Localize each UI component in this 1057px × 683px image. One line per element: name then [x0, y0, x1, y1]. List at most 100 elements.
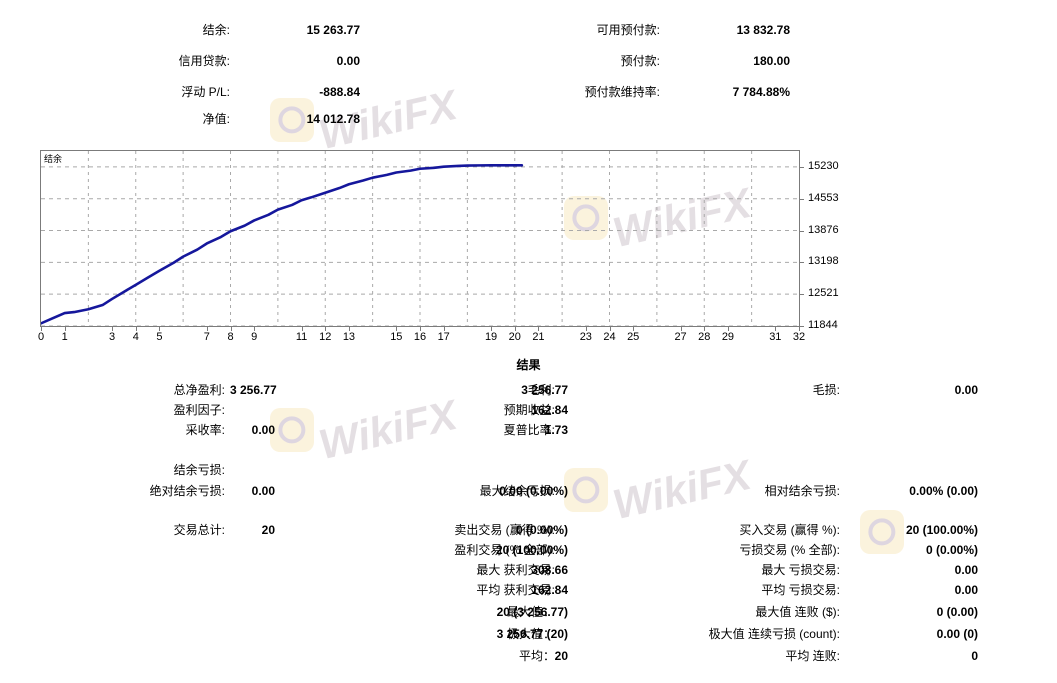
results-row-maximal-consecutive: 极大值： 3 256.77 (20) 极大值 连续亏损 (count): 0.00 (…	[0, 625, 1057, 643]
chart-x-tick-mark	[514, 327, 516, 331]
chart-y-tick: 13198	[808, 255, 839, 268]
results-label-recovery-factor-mid: 夏普比率:	[503, 423, 555, 437]
summary-value-free-margin: 13 832.78	[736, 23, 790, 37]
results-value-absolute-drawdown-right: 0.00% (0.00)	[909, 484, 978, 498]
summary-label-margin-level: 预付款维持率:	[584, 85, 660, 99]
results-value-average-consecutive-right: 0	[971, 649, 978, 663]
chart-x-tick-mark	[443, 327, 445, 331]
chart-y-tick: 15230	[808, 159, 839, 172]
results-label-largest-trade-mid: 最大 获利交易:	[476, 563, 555, 577]
results-label-total-net-profit-mid: 毛利:	[527, 383, 555, 397]
chart-x-tick-mark	[704, 327, 706, 331]
results-label-average-consecutive-mid: 平均：	[518, 649, 555, 663]
results-row-maximum-consecutive: 最大值： 20 (3 256.77) 最大值 连败 ($): 0 (0.00)	[0, 603, 1057, 621]
chart-y-tick-mark	[800, 230, 804, 232]
results-label-recovery-factor-left: 采收率:	[185, 423, 225, 437]
chart-x-tick-mark	[727, 327, 729, 331]
chart-x-tick-mark	[159, 327, 161, 331]
chart-x-tick: 28	[698, 331, 711, 343]
results-label-profit-trades-mid: 盈利交易 (% 全部):	[454, 543, 555, 557]
results-label-average-trade-mid: 平均 获利交易:	[476, 583, 555, 597]
results-value-absolute-drawdown-left: 0.00	[251, 484, 275, 498]
chart-y-tick-mark	[800, 166, 804, 168]
chart-y-tick: 12521	[808, 287, 839, 300]
results-label-total-trades-left: 交易总计:	[173, 523, 225, 537]
chart-x-tick: 8	[227, 331, 234, 343]
chart-x-tick-mark	[799, 327, 800, 331]
results-value-largest-trade-mid: 308.66	[531, 563, 568, 577]
results-label-absolute-drawdown-left: 绝对结余亏损:	[149, 484, 225, 498]
results-value-maximum-consecutive-right: 0 (0.00)	[936, 605, 978, 619]
chart-x-tick: 4	[132, 331, 139, 343]
chart-x-tick: 27	[674, 331, 687, 343]
results-label-maximal-consecutive-right: 极大值 连续亏损 (count):	[708, 627, 840, 641]
results-value-average-trade-mid: 162.84	[531, 583, 568, 597]
summary-value-margin-level: 7 784.88%	[732, 85, 790, 99]
chart-x-tick: 17	[437, 331, 450, 343]
results-label-total-trades-right: 买入交易 (赢得 %):	[739, 523, 840, 537]
results-value-total-trades-mid: 0 (0.00%)	[515, 523, 568, 537]
results-value-recovery-factor-mid: 1.73	[544, 423, 568, 437]
chart-x-tick: 25	[627, 331, 640, 343]
chart-y-tick-mark	[800, 326, 804, 327]
results-label-total-trades-mid: 卖出交易 (赢得 %):	[454, 523, 555, 537]
chart-y-tick: 14553	[808, 191, 839, 204]
results-value-total-net-profit-left: 3 256.77	[230, 383, 277, 397]
summary-value-margin: 180.00	[753, 54, 790, 68]
results-value-maximum-consecutive-mid: 20 (3 256.77)	[496, 605, 568, 619]
results-row-largest-trade: 最大 获利交易: 308.66 最大 亏损交易: 0.00	[0, 561, 1057, 579]
chart-x-tick-mark	[396, 327, 398, 331]
results-label-maximal-consecutive-mid: 极大值：	[506, 627, 555, 641]
balance-chart: 结余 0 1 3 4 5 7 8 9 11 12 13 15 16 17 19 20 21 23 24 25 27 28 2…	[38, 150, 1008, 346]
results-label-profit-trades-right: 亏损交易 (% 全部):	[739, 543, 840, 557]
chart-x-tick: 23	[579, 331, 592, 343]
summary-label-margin: 预付款:	[620, 54, 660, 68]
results-value-profit-trades-mid: 20 (100.00%)	[495, 543, 568, 557]
summary-label-floating-pl: 浮动 P/L:	[181, 85, 230, 99]
results-label-total-net-profit-right: 毛损:	[812, 383, 840, 397]
chart-x-tick: 20	[508, 331, 521, 343]
chart-x-tick-mark	[538, 327, 540, 331]
results-value-total-trades-right: 20 (100.00%)	[905, 523, 978, 537]
results-label-maximum-consecutive-mid: 最大值：	[506, 605, 555, 619]
results-title: 结果	[516, 358, 541, 372]
results-row-absolute-drawdown: 绝对结余亏损: 0.00 最大结余亏损: 0.00 (0.00%) 相对结余亏损: 0.0…	[0, 482, 1057, 500]
chart-svg	[41, 151, 799, 326]
results-value-maximal-consecutive-mid: 3 256.77 (20)	[496, 627, 568, 641]
summary-value-credit: 0.00	[336, 54, 360, 68]
chart-x-tick-mark	[135, 327, 137, 331]
results-value-absolute-drawdown-mid: 0.00 (0.00%)	[499, 484, 568, 498]
results-label-average-trade-right: 平均 亏损交易:	[761, 583, 840, 597]
chart-x-tick-mark	[254, 327, 256, 331]
summary-label-free-margin: 可用预付款:	[596, 23, 660, 37]
results-row-balance-drawdown: 结余亏损:	[0, 461, 1057, 479]
results-value-total-net-profit-right: 0.00	[954, 383, 978, 397]
chart-x-tick-mark	[41, 327, 42, 331]
results-value-total-net-profit-mid: 3 256.77	[521, 383, 568, 397]
chart-x-tick: 21	[532, 331, 545, 343]
results-value-profit-trades-right: 0 (0.00%)	[925, 543, 978, 557]
results-row-profit-factor: 盈利因子: 预期收益: 162.84	[0, 401, 1057, 419]
results-value-average-consecutive-mid: 20	[554, 649, 568, 663]
results-row-recovery-factor: 采收率: 0.00 夏普比率: 1.73	[0, 421, 1057, 439]
chart-x-tick-mark	[420, 327, 421, 331]
results-value-average-trade-right: 0.00	[954, 583, 978, 597]
chart-y-tick-mark	[800, 262, 804, 264]
results-label-maximum-consecutive-right: 最大值 连败 ($):	[755, 605, 840, 619]
results-row-average-consecutive: 平均： 20 平均 连败: 0	[0, 647, 1057, 665]
results-row-total-trades: 交易总计: 20 卖出交易 (赢得 %): 0 (0.00%) 买入交易 (赢得 %):…	[0, 521, 1057, 539]
results-row-total-net-profit: 总净盈利: 3 256.77 毛利: 3 256.77 毛损: 0.00	[0, 381, 1057, 399]
chart-y-tick-mark	[800, 294, 804, 296]
chart-x-tick: 19	[484, 331, 498, 343]
chart-x-tick-mark	[206, 327, 208, 331]
results-row-profit-trades: 盈利交易 (% 全部): 20 (100.00%) 亏损交易 (% 全部): 0 (0…	[0, 541, 1057, 559]
chart-x-tick: 13	[342, 331, 356, 343]
results-value-profit-factor-mid: 162.84	[531, 403, 568, 417]
chart-x-tick: 31	[769, 331, 782, 343]
results-label-total-net-profit-left: 总净盈利:	[173, 383, 225, 397]
results-value-maximal-consecutive-right: 0.00 (0)	[936, 627, 978, 641]
chart-x-tick: 32	[792, 331, 806, 343]
chart-x-tick-mark	[680, 327, 682, 331]
chart-x-tick: 5	[156, 331, 163, 343]
chart-legend-label: 结余	[44, 154, 63, 164]
